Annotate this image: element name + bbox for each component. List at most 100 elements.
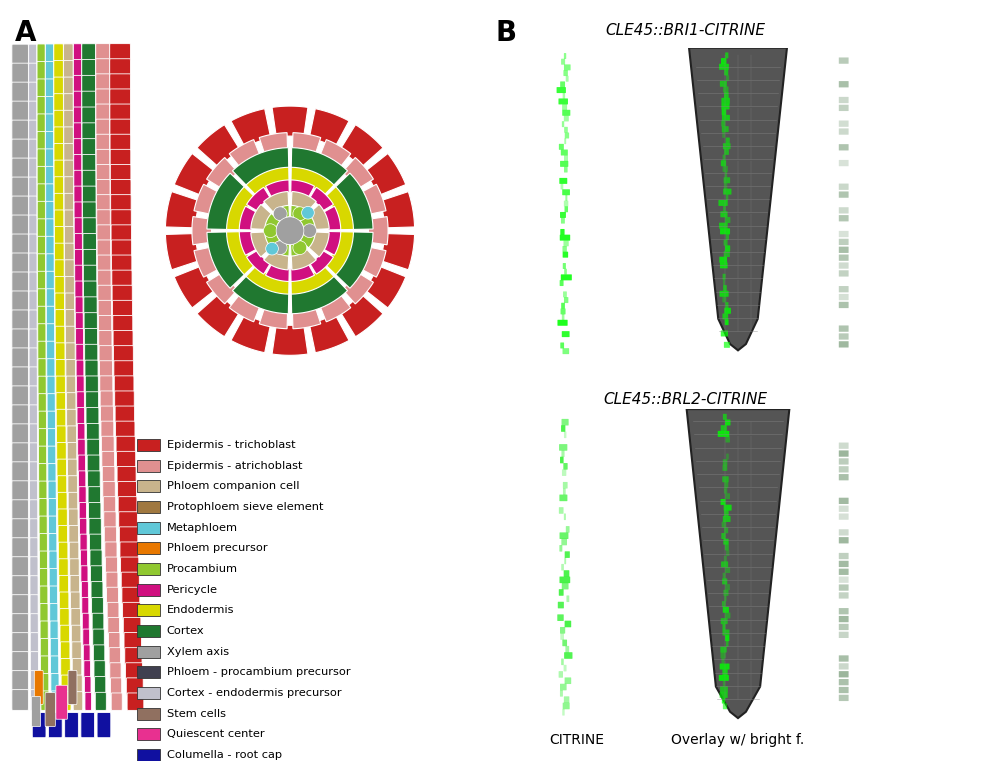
FancyBboxPatch shape — [726, 234, 729, 240]
FancyBboxPatch shape — [73, 59, 82, 78]
FancyBboxPatch shape — [74, 138, 82, 157]
FancyBboxPatch shape — [725, 635, 729, 641]
FancyBboxPatch shape — [47, 324, 55, 343]
FancyBboxPatch shape — [55, 276, 64, 295]
FancyBboxPatch shape — [561, 58, 565, 65]
FancyBboxPatch shape — [724, 308, 731, 314]
FancyBboxPatch shape — [29, 386, 37, 407]
FancyBboxPatch shape — [724, 69, 728, 75]
FancyBboxPatch shape — [29, 272, 37, 293]
FancyBboxPatch shape — [65, 276, 74, 295]
FancyBboxPatch shape — [102, 467, 115, 484]
FancyBboxPatch shape — [45, 693, 55, 727]
FancyBboxPatch shape — [112, 301, 133, 318]
FancyBboxPatch shape — [50, 604, 58, 623]
FancyBboxPatch shape — [68, 671, 77, 704]
FancyBboxPatch shape — [562, 419, 569, 425]
FancyBboxPatch shape — [87, 455, 100, 473]
FancyBboxPatch shape — [839, 325, 849, 331]
FancyBboxPatch shape — [560, 342, 564, 348]
FancyBboxPatch shape — [12, 44, 28, 65]
FancyBboxPatch shape — [30, 538, 38, 558]
FancyBboxPatch shape — [73, 92, 82, 109]
FancyBboxPatch shape — [839, 679, 849, 685]
FancyBboxPatch shape — [722, 314, 728, 319]
Polygon shape — [689, 48, 787, 351]
Polygon shape — [307, 231, 329, 257]
Polygon shape — [291, 191, 316, 214]
Polygon shape — [246, 167, 289, 196]
FancyBboxPatch shape — [722, 601, 726, 607]
FancyBboxPatch shape — [724, 240, 728, 245]
FancyBboxPatch shape — [723, 459, 727, 465]
FancyBboxPatch shape — [34, 671, 43, 704]
FancyBboxPatch shape — [69, 542, 79, 561]
FancyBboxPatch shape — [839, 294, 849, 300]
FancyBboxPatch shape — [30, 576, 38, 597]
FancyBboxPatch shape — [111, 225, 131, 242]
FancyBboxPatch shape — [37, 166, 45, 186]
FancyBboxPatch shape — [98, 285, 111, 303]
FancyBboxPatch shape — [12, 272, 28, 293]
FancyBboxPatch shape — [96, 179, 110, 197]
Polygon shape — [291, 274, 348, 314]
FancyBboxPatch shape — [723, 205, 726, 211]
FancyBboxPatch shape — [113, 345, 133, 363]
Polygon shape — [292, 133, 321, 156]
FancyBboxPatch shape — [566, 75, 569, 82]
FancyBboxPatch shape — [12, 102, 28, 122]
FancyBboxPatch shape — [839, 537, 849, 544]
FancyBboxPatch shape — [66, 376, 76, 394]
FancyBboxPatch shape — [29, 367, 37, 388]
FancyBboxPatch shape — [721, 331, 728, 337]
FancyBboxPatch shape — [564, 514, 566, 520]
FancyBboxPatch shape — [723, 166, 728, 172]
FancyBboxPatch shape — [101, 406, 113, 424]
FancyBboxPatch shape — [97, 225, 110, 242]
FancyBboxPatch shape — [563, 70, 568, 76]
FancyBboxPatch shape — [561, 218, 565, 224]
FancyBboxPatch shape — [64, 227, 74, 245]
Polygon shape — [251, 205, 273, 230]
FancyBboxPatch shape — [47, 411, 55, 431]
Polygon shape — [197, 294, 240, 337]
FancyBboxPatch shape — [45, 79, 54, 98]
FancyBboxPatch shape — [51, 691, 59, 711]
FancyBboxPatch shape — [722, 624, 725, 630]
FancyBboxPatch shape — [839, 231, 849, 237]
Polygon shape — [272, 325, 308, 355]
Bar — [137, 667, 160, 678]
FancyBboxPatch shape — [29, 404, 37, 425]
FancyBboxPatch shape — [88, 471, 100, 489]
FancyBboxPatch shape — [29, 196, 37, 217]
FancyBboxPatch shape — [723, 86, 728, 92]
FancyBboxPatch shape — [74, 202, 82, 220]
FancyBboxPatch shape — [96, 44, 109, 61]
FancyBboxPatch shape — [30, 557, 38, 578]
FancyBboxPatch shape — [54, 193, 64, 212]
FancyBboxPatch shape — [88, 487, 101, 504]
FancyBboxPatch shape — [561, 539, 567, 545]
FancyBboxPatch shape — [562, 331, 570, 337]
FancyBboxPatch shape — [563, 241, 569, 246]
Polygon shape — [364, 154, 406, 195]
FancyBboxPatch shape — [557, 87, 566, 93]
FancyBboxPatch shape — [561, 275, 572, 281]
FancyBboxPatch shape — [718, 200, 728, 206]
FancyBboxPatch shape — [839, 694, 849, 701]
FancyBboxPatch shape — [723, 155, 726, 161]
Polygon shape — [325, 231, 353, 275]
FancyBboxPatch shape — [724, 504, 732, 511]
FancyBboxPatch shape — [46, 149, 54, 168]
FancyBboxPatch shape — [37, 114, 45, 133]
FancyBboxPatch shape — [82, 170, 96, 188]
FancyBboxPatch shape — [72, 642, 81, 661]
Bar — [137, 481, 160, 492]
Bar — [137, 728, 160, 741]
FancyBboxPatch shape — [116, 436, 135, 454]
FancyBboxPatch shape — [557, 614, 564, 621]
FancyBboxPatch shape — [12, 651, 28, 672]
FancyBboxPatch shape — [104, 511, 116, 529]
FancyBboxPatch shape — [49, 586, 58, 605]
Text: A: A — [15, 19, 36, 47]
